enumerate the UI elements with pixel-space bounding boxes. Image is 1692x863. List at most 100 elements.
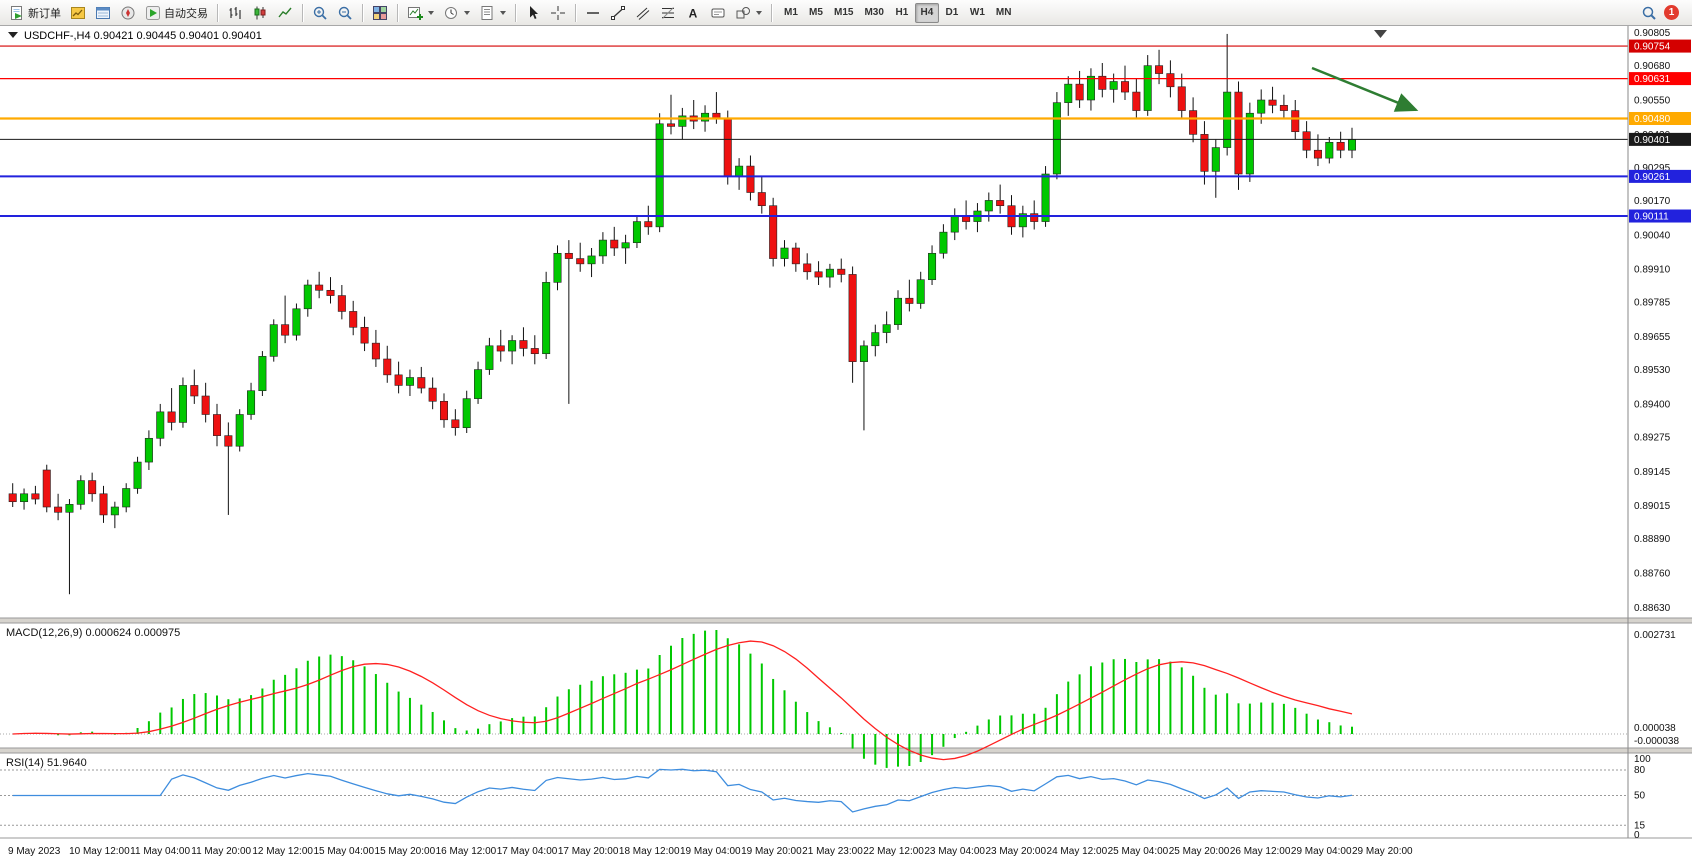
toolbar-separator <box>575 3 576 22</box>
cursor-icon <box>530 5 538 19</box>
price-tag <box>1629 112 1691 125</box>
chart-area: 0.908050.906800.905500.904200.902950.901… <box>0 26 1692 857</box>
chart-shift-marker[interactable] <box>1374 30 1387 38</box>
price-tag <box>1629 39 1691 53</box>
rsi-label: RSI(14) 51.9640 <box>6 757 87 769</box>
toolbar-separator <box>397 3 398 22</box>
candlestick-chart-button[interactable] <box>248 2 272 24</box>
data-window-button[interactable] <box>91 2 115 24</box>
trendline-tool-button[interactable] <box>606 2 630 24</box>
zoom-in-button[interactable] <box>308 2 332 24</box>
time-axis[interactable]: 9 May 2023 10 May 12:00 11 May 04:00 11 May… <box>8 846 1413 857</box>
channel-icon <box>636 7 650 20</box>
svg-text:0.90805: 0.90805 <box>1634 28 1671 39</box>
chevron-down-icon <box>428 10 434 15</box>
cursor-button[interactable] <box>521 2 545 24</box>
svg-text:9 May 2023: 9 May 2023 <box>8 846 61 857</box>
chevron-down-icon <box>464 10 470 15</box>
candlestick-series <box>8 33 1357 595</box>
symbol-dropdown-icon[interactable] <box>8 32 18 38</box>
svg-text:0.89145: 0.89145 <box>1634 467 1671 478</box>
price-tag-label: 0.90401 <box>1634 135 1671 146</box>
svg-text:22 May 12:00: 22 May 12:00 <box>863 846 924 857</box>
timeframe-button-m5[interactable]: M5 <box>804 3 828 23</box>
timeframe-button-w1[interactable]: W1 <box>965 3 990 23</box>
toolbar: 新订单 自动交易 A M1 M5 M15 M30 H1 H4 D1 W1 MN 1 <box>0 0 1692 26</box>
autotrade-icon <box>146 5 160 20</box>
price-tag <box>1629 169 1691 183</box>
svg-text:17 May 20:00: 17 May 20:00 <box>558 846 619 857</box>
tile-windows-icon <box>373 5 387 20</box>
svg-text:10 May 12:00: 10 May 12:00 <box>69 846 130 857</box>
macd-axis-label: -0.000038 <box>1634 736 1679 747</box>
toolbar-separator <box>362 3 363 22</box>
shapes-dropdown[interactable] <box>731 2 766 24</box>
timeframe-button-mn[interactable]: MN <box>991 3 1017 23</box>
new-order-button[interactable]: 新订单 <box>5 2 65 24</box>
svg-text:17 May 04:00: 17 May 04:00 <box>497 846 558 857</box>
timeframe-button-m1[interactable]: M1 <box>779 3 803 23</box>
label-tool-icon <box>711 8 725 17</box>
profiles-dropdown[interactable] <box>439 2 474 24</box>
navigator-button[interactable] <box>116 2 140 24</box>
svg-text:21 May 23:00: 21 May 23:00 <box>802 846 863 857</box>
macd-label: MACD(12,26,9) 0.000624 0.000975 <box>6 627 180 639</box>
svg-text:0.88890: 0.88890 <box>1634 534 1671 545</box>
timeframe-button-h4[interactable]: H4 <box>914 2 939 23</box>
crosshair-icon <box>551 5 565 20</box>
line-chart-icon <box>278 7 292 17</box>
pane-splitter[interactable] <box>0 748 1692 753</box>
price-tag <box>1629 72 1691 86</box>
notification-badge[interactable]: 1 <box>1664 5 1679 20</box>
text-tool-button[interactable]: A <box>681 2 705 24</box>
macd-signal-line <box>12 640 1353 761</box>
toolbar-separator <box>217 3 218 22</box>
level-lines: 0.90754 0.90631 0.90480 0.90401 0.90261 0.901… <box>0 39 1691 223</box>
timeframe-button-m30[interactable]: M30 <box>859 3 888 23</box>
crosshair-button[interactable] <box>546 2 570 24</box>
new-order-label: 新订单 <box>28 7 61 20</box>
channel-tool-button[interactable] <box>631 2 655 24</box>
macd-axis-label: 0.002731 <box>1634 630 1676 641</box>
svg-text:24 May 12:00: 24 May 12:00 <box>1047 846 1108 857</box>
rsi-axis-label: 0 <box>1634 830 1640 841</box>
bar-chart-button[interactable] <box>223 2 247 24</box>
fibonacci-tool-button[interactable] <box>656 2 680 24</box>
rsi-axis-label: 100 <box>1634 754 1651 765</box>
svg-text:0.89655: 0.89655 <box>1634 332 1671 343</box>
price-tag-label: 0.90754 <box>1634 42 1671 53</box>
svg-text:23 May 20:00: 23 May 20:00 <box>985 846 1046 857</box>
toolbar-separator <box>302 3 303 22</box>
templates-dropdown[interactable] <box>475 2 510 24</box>
autotrade-button[interactable]: 自动交易 <box>141 2 212 24</box>
svg-text:15 May 20:00: 15 May 20:00 <box>375 846 436 857</box>
zoom-out-icon <box>338 6 352 20</box>
candlestick-chart-icon <box>254 6 266 19</box>
market-watch-icon <box>71 6 85 19</box>
new-order-icon <box>11 5 22 20</box>
label-tool-button[interactable] <box>706 2 730 24</box>
zoom-out-button[interactable] <box>333 2 357 24</box>
svg-text:19 May 20:00: 19 May 20:00 <box>741 846 802 857</box>
line-chart-button[interactable] <box>273 2 297 24</box>
search-button[interactable] <box>1637 2 1661 24</box>
market-watch-button[interactable] <box>66 2 90 24</box>
timeframe-button-h1[interactable]: H1 <box>890 3 914 23</box>
new-chart-dropdown[interactable] <box>403 2 438 24</box>
tile-windows-button[interactable] <box>368 2 392 24</box>
trend-arrow-annotation[interactable] <box>1311 66 1419 112</box>
svg-text:0.90550: 0.90550 <box>1634 96 1671 107</box>
svg-text:0.88760: 0.88760 <box>1634 569 1671 580</box>
bar-chart-icon <box>229 6 241 19</box>
svg-text:16 May 12:00: 16 May 12:00 <box>436 846 497 857</box>
timeframe-button-d1[interactable]: D1 <box>940 3 964 23</box>
svg-text:11 May 04:00: 11 May 04:00 <box>130 846 190 857</box>
chevron-down-icon <box>756 10 762 15</box>
svg-text:0.88630: 0.88630 <box>1634 603 1671 614</box>
svg-text:0.89785: 0.89785 <box>1634 298 1671 309</box>
timeframe-button-m15[interactable]: M15 <box>829 3 858 23</box>
pane-splitter[interactable] <box>0 618 1692 623</box>
trendline-icon <box>611 5 625 20</box>
svg-text:25 May 20:00: 25 May 20:00 <box>1169 846 1230 857</box>
horizontal-line-tool-button[interactable] <box>581 2 605 24</box>
